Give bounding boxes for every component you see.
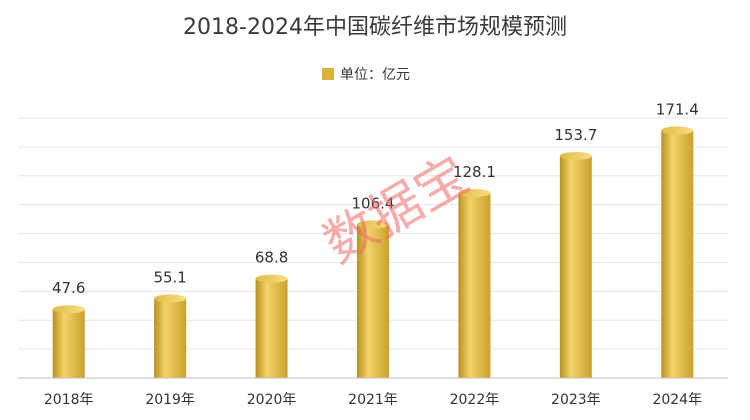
data-label: 128.1 — [453, 163, 496, 181]
bar — [661, 126, 694, 378]
x-tick-label: 2020年 — [247, 392, 297, 408]
bar — [52, 305, 85, 378]
bar — [458, 188, 491, 378]
bar-body — [52, 309, 85, 378]
bar-top — [52, 305, 85, 314]
watermark-text: 数据宝 — [314, 145, 479, 275]
x-tick-label: 2024年 — [652, 392, 702, 408]
bar — [154, 294, 187, 378]
x-tick-label: 2018年 — [44, 392, 94, 408]
bar-body — [661, 130, 694, 378]
bar — [357, 220, 389, 378]
bar-top — [661, 126, 694, 135]
bar — [559, 151, 592, 378]
x-axis-ticks: 2018年 2019年 2020年 2021年 2022年 2023年 2024年 — [44, 392, 702, 408]
bar-body — [357, 224, 389, 378]
data-label: 47.6 — [52, 279, 85, 297]
data-labels: 47.6 55.1 68.8 106.4 128.1 153.7 171.4 — [52, 100, 699, 297]
bar-top — [255, 274, 288, 283]
bar — [255, 274, 288, 378]
legend: 单位：亿元 — [322, 67, 410, 83]
legend-label: 单位：亿元 — [340, 67, 410, 83]
data-label: 106.4 — [352, 194, 395, 212]
bar-top — [559, 151, 592, 160]
data-label: 68.8 — [255, 249, 288, 267]
bar-top — [458, 188, 491, 197]
x-tick-label: 2021年 — [348, 392, 398, 408]
x-tick-label: 2019年 — [145, 392, 195, 408]
bar-body — [559, 155, 592, 378]
chart-title: 2018-2024年中国碳纤维市场规模预测 — [183, 15, 567, 40]
data-label: 153.7 — [554, 126, 597, 144]
x-tick-label: 2022年 — [450, 392, 500, 408]
x-tick-label: 2023年 — [551, 392, 601, 408]
bar-top — [357, 220, 389, 229]
bar-body — [458, 192, 491, 378]
bar-top — [154, 294, 187, 303]
data-label: 55.1 — [153, 268, 186, 286]
legend-swatch — [322, 68, 334, 80]
data-label: 171.4 — [656, 100, 699, 118]
bars — [52, 126, 694, 378]
bar-body — [255, 278, 288, 378]
bar-body — [154, 298, 187, 378]
